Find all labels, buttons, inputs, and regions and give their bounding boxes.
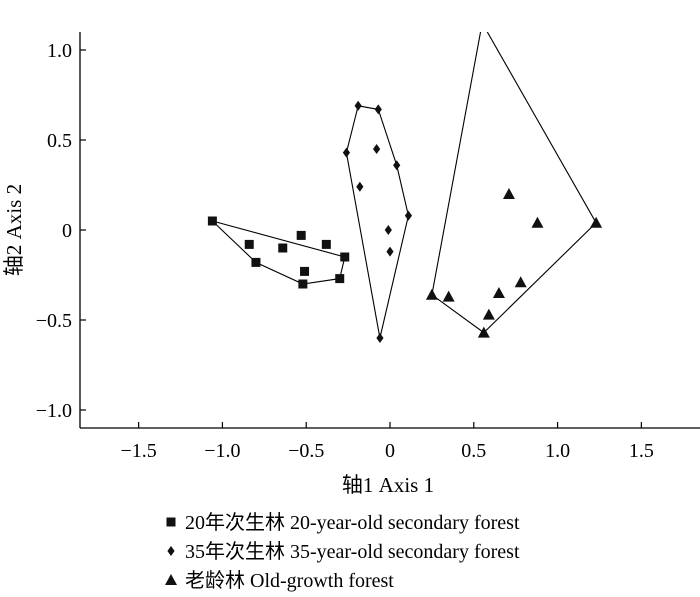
point-triangle [514,276,527,288]
point-diamond [376,333,384,343]
point-diamond [354,100,362,111]
x-axis-label: 轴1 Axis 1 [342,473,434,497]
point-triangle [531,216,544,228]
legend-marker-triangle [165,574,177,585]
point-square [340,252,350,262]
legend-label: 35年次生林 35-year-old secondary forest [185,540,520,563]
legend-marker-diamond [167,546,175,556]
point-square [207,216,217,226]
point-diamond [404,210,413,221]
x-tick-label: −0.5 [288,440,324,462]
axes: −1.5 −1.0 −0.5 0 0.5 1.0 1.5 1.0 0.5 0 −0.5 −1.0 [36,32,700,462]
y-axis-label: 轴2 Axis 2 [2,184,26,276]
point-triangle [442,290,455,302]
x-tick-label: 0.5 [461,440,486,462]
legend-label: 20年次生林 20-year-old secondary forest [185,511,520,534]
point-triangle [590,216,603,228]
y-tick-label: 0 [62,220,72,242]
y-tick-label: 0.5 [47,130,72,152]
hull-square [212,220,346,285]
point-square [296,230,306,240]
x-tick-label: 0 [385,440,395,462]
legend: 20年次生林 20-year-old secondary forest 35年次生… [165,511,520,592]
point-square [335,274,345,284]
point-diamond [386,246,394,257]
x-tick-label: −1.0 [204,440,240,462]
data-points [207,100,603,343]
legend-label: 老龄林 Old-growth forest [185,569,394,592]
point-square [251,257,261,267]
convex-hulls [212,32,597,339]
point-diamond [393,160,401,171]
hull-diamond [345,105,409,339]
point-triangle [492,287,505,298]
hull-triangle [431,32,597,334]
point-triangle [425,288,438,300]
point-diamond [374,104,382,115]
point-diamond [342,147,351,158]
point-square [244,239,254,249]
point-triangle [502,188,515,199]
point-triangle [477,326,490,338]
point-diamond [356,181,364,192]
x-tick-label: −1.5 [121,440,157,462]
y-tick-label: −1.0 [36,400,72,422]
y-tick-label: 1.0 [47,40,72,62]
legend-marker-square [166,517,176,527]
point-square [278,243,288,253]
point-square [298,279,308,289]
x-tick-label: 1.0 [545,440,570,462]
point-diamond [384,225,392,235]
x-tick-label: 1.5 [629,440,654,462]
point-square [321,239,331,249]
point-square [300,266,310,276]
y-tick-label: −0.5 [36,310,72,332]
point-diamond [372,144,381,154]
point-triangle [482,308,495,320]
